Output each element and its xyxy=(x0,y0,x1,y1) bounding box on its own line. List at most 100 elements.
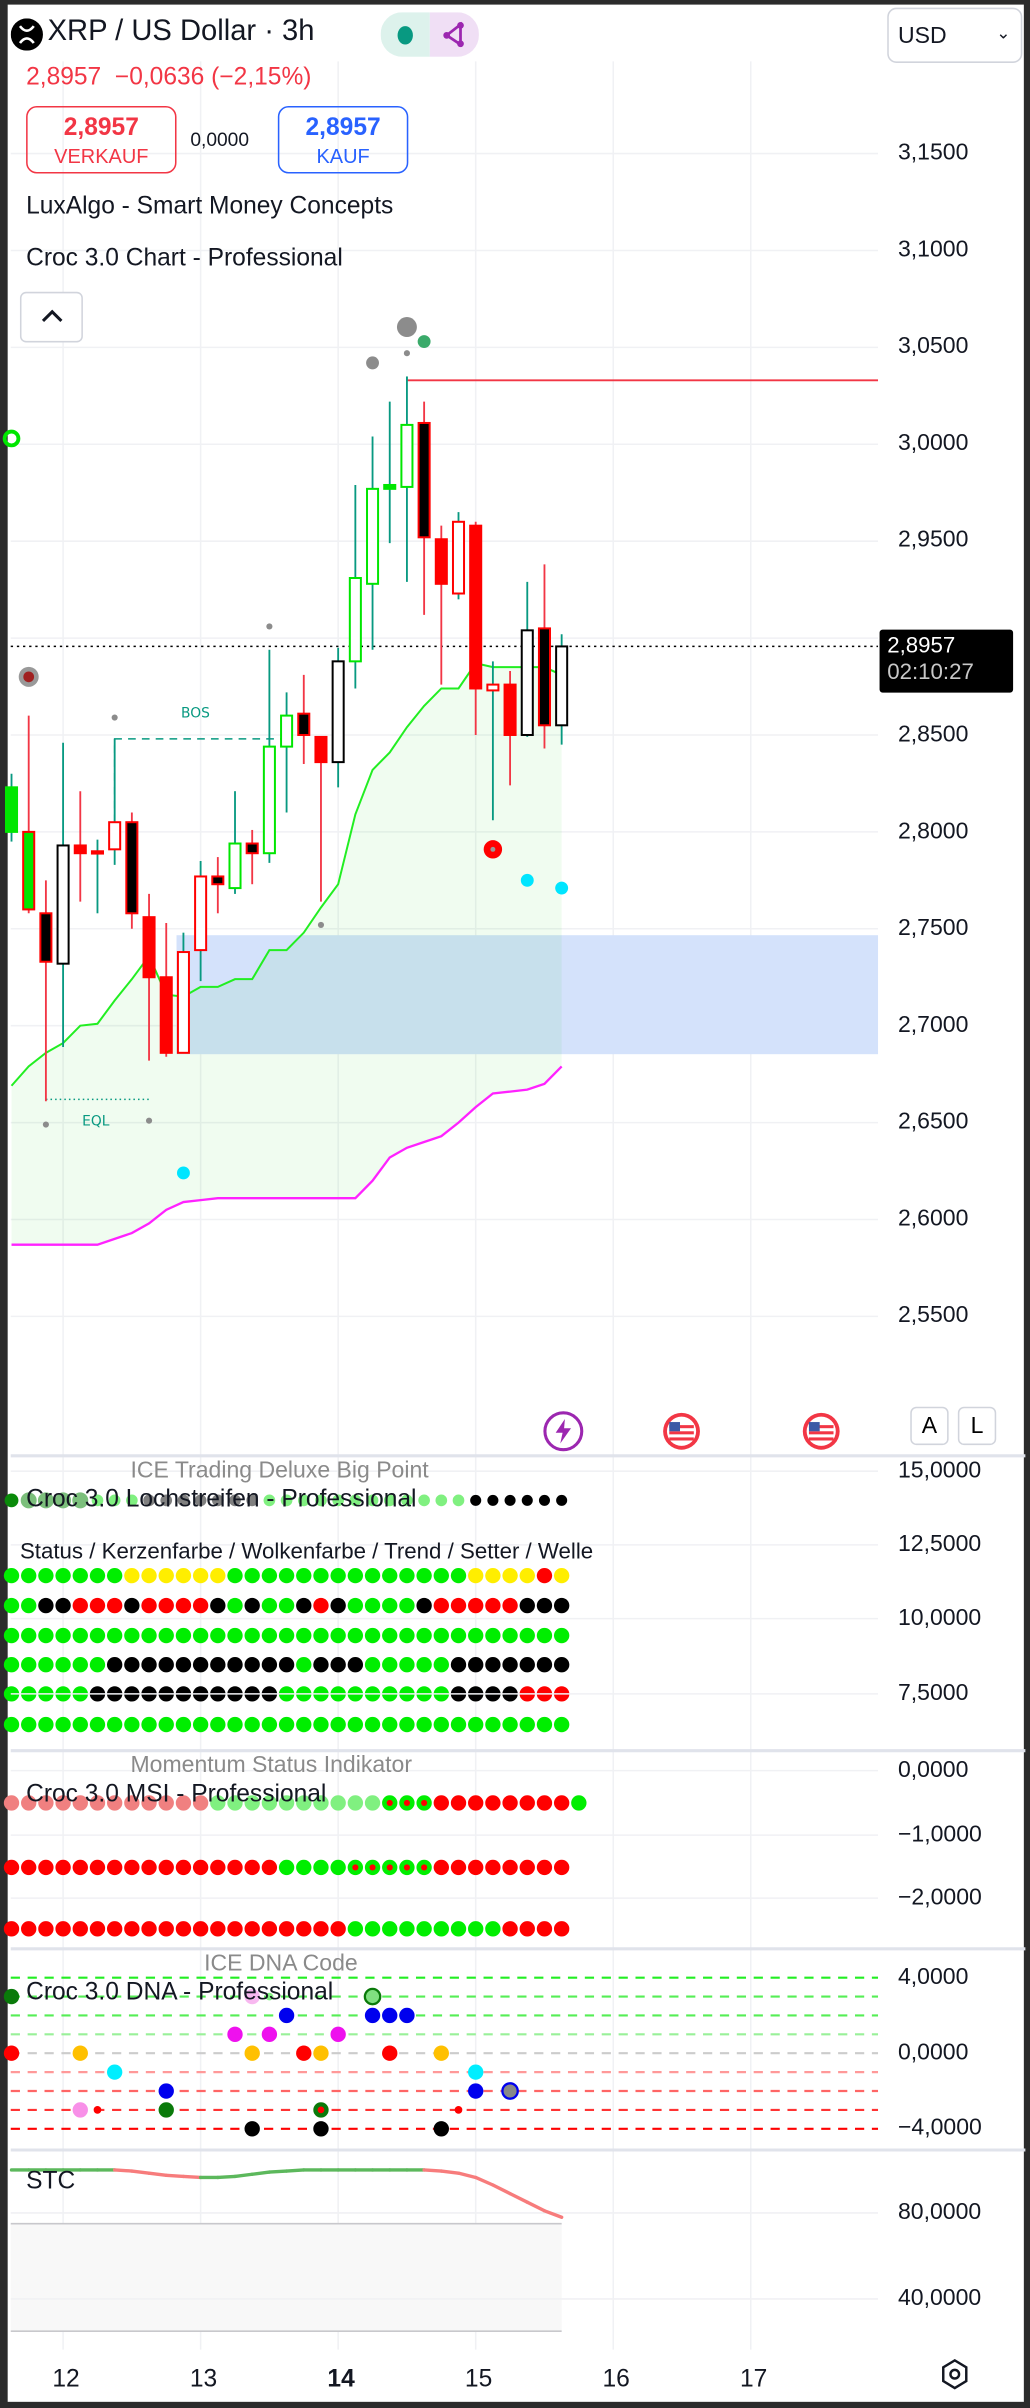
msi-dot xyxy=(21,1859,37,1876)
lochstreifen-title[interactable]: Croc 3.0 Lochstreifen - Professional xyxy=(26,1486,417,1513)
msi-dot xyxy=(210,1859,226,1876)
candle-body xyxy=(73,844,87,855)
status-dot xyxy=(3,1627,20,1644)
marker-dot xyxy=(403,350,410,357)
status-dot xyxy=(124,1567,140,1584)
status-dot xyxy=(124,1627,140,1644)
msi-dot xyxy=(124,1795,140,1811)
lochstreifen-dot xyxy=(521,1494,533,1506)
status-dot xyxy=(227,1567,243,1584)
auto-scale-button[interactable]: A xyxy=(910,1406,949,1446)
chart-canvas xyxy=(7,4,1024,2402)
status-dot xyxy=(382,1657,398,1673)
candle xyxy=(280,692,294,813)
candle xyxy=(90,839,104,914)
dna-title[interactable]: Croc 3.0 DNA - Professional xyxy=(26,1979,334,2006)
dna-header: ICE DNA Code xyxy=(204,1950,358,1977)
dna-dot xyxy=(106,2064,123,2080)
last-price-label: 2,8957 02:10:27 xyxy=(879,629,1014,693)
bos-line xyxy=(113,738,284,823)
stc-line-segment xyxy=(474,2175,495,2187)
status-rows-title: Status / Kerzenfarbe / Wolkenfarbe / Tre… xyxy=(19,1540,594,1565)
status-dot xyxy=(278,1567,295,1584)
us-flag-icon[interactable] xyxy=(800,1410,843,1453)
msi-axis-label: 0,0000 xyxy=(897,1756,969,1783)
status-pill[interactable] xyxy=(380,12,479,57)
log-scale-button[interactable]: L xyxy=(957,1406,997,1446)
share-button[interactable] xyxy=(429,12,479,57)
status-dot xyxy=(21,1657,37,1673)
msi-dot xyxy=(278,1795,295,1811)
lochstreifen-dot xyxy=(470,1494,482,1506)
status-dot xyxy=(141,1716,157,1733)
status-dot xyxy=(3,1567,20,1584)
stc-title[interactable]: STC xyxy=(26,2168,76,2195)
msi-dot-center xyxy=(421,1799,428,1806)
status-dot xyxy=(399,1657,415,1673)
us-flag-icon[interactable] xyxy=(660,1410,703,1453)
collapse-legend-button[interactable] xyxy=(19,291,83,343)
marker-dot xyxy=(417,335,431,349)
status-dot xyxy=(536,1627,553,1644)
msi-dot xyxy=(485,1795,501,1811)
market-status-dot xyxy=(397,26,413,45)
msi-dot xyxy=(141,1859,157,1876)
lochstreifen-dot xyxy=(4,1493,19,1508)
status-dot xyxy=(21,1567,37,1584)
status-dot xyxy=(536,1567,553,1584)
settings-icon[interactable] xyxy=(938,2357,972,2391)
status-dot xyxy=(192,1567,209,1584)
status-dot xyxy=(192,1597,209,1614)
buy-button[interactable]: 2,8957 KAUF xyxy=(277,105,409,174)
indicator-legend-croc-chart[interactable]: Croc 3.0 Chart - Professional xyxy=(26,245,343,272)
status-dot xyxy=(72,1627,88,1644)
status-dot xyxy=(261,1627,278,1644)
buy-price: 2,8957 xyxy=(305,115,381,142)
sell-button[interactable]: 2,8957 VERKAUF xyxy=(26,105,177,174)
status-dot xyxy=(347,1597,364,1614)
indicator-legend-luxalgo[interactable]: LuxAlgo - Smart Money Concepts xyxy=(26,193,394,220)
status-dot xyxy=(399,1567,415,1584)
lochstreifen-dot xyxy=(263,1494,276,1507)
marker-dot-center xyxy=(23,671,35,683)
status-dot xyxy=(536,1597,553,1614)
msi-dot xyxy=(433,1795,449,1811)
dna-dot xyxy=(433,2121,449,2137)
status-dot xyxy=(502,1716,518,1733)
dna-dot xyxy=(265,1992,274,2001)
status-dot xyxy=(106,1627,123,1644)
status-dot xyxy=(536,1716,553,1733)
candle xyxy=(228,791,242,894)
status-dot xyxy=(227,1657,243,1673)
status-dot xyxy=(364,1567,381,1584)
lochstreifen-dot xyxy=(211,1494,224,1507)
dna-dot xyxy=(454,2106,463,2114)
dna-dot xyxy=(244,2045,260,2061)
status-dot xyxy=(330,1627,346,1644)
status-dot xyxy=(553,1567,570,1584)
stc-band xyxy=(10,2223,562,2332)
marker-dot xyxy=(366,356,379,370)
stc-line-segment xyxy=(525,2200,547,2213)
candle xyxy=(176,932,190,1054)
stc-line-segment xyxy=(147,2171,168,2178)
status-dot xyxy=(450,1627,467,1644)
status-dot xyxy=(141,1627,157,1644)
marker-dot xyxy=(145,1117,153,1124)
msi-dot xyxy=(55,1921,71,1937)
stc-line-segment xyxy=(233,2172,254,2179)
lochstreifen-dot xyxy=(37,1492,54,1509)
symbol-title[interactable]: XRP / US Dollar · 3h xyxy=(47,15,315,48)
status-dot xyxy=(106,1657,123,1673)
currency-dropdown[interactable]: USD ⌄ xyxy=(887,7,1023,63)
msi-dot xyxy=(502,1795,518,1811)
status-dot xyxy=(330,1716,346,1733)
lightning-icon[interactable] xyxy=(542,1410,585,1453)
candle-body xyxy=(366,487,380,585)
candle xyxy=(417,401,431,615)
status-dot xyxy=(21,1716,37,1733)
market-open-indicator xyxy=(380,12,430,57)
msi-title[interactable]: Croc 3.0 MSI - Professional xyxy=(26,1781,327,1808)
status-dot xyxy=(553,1716,570,1733)
